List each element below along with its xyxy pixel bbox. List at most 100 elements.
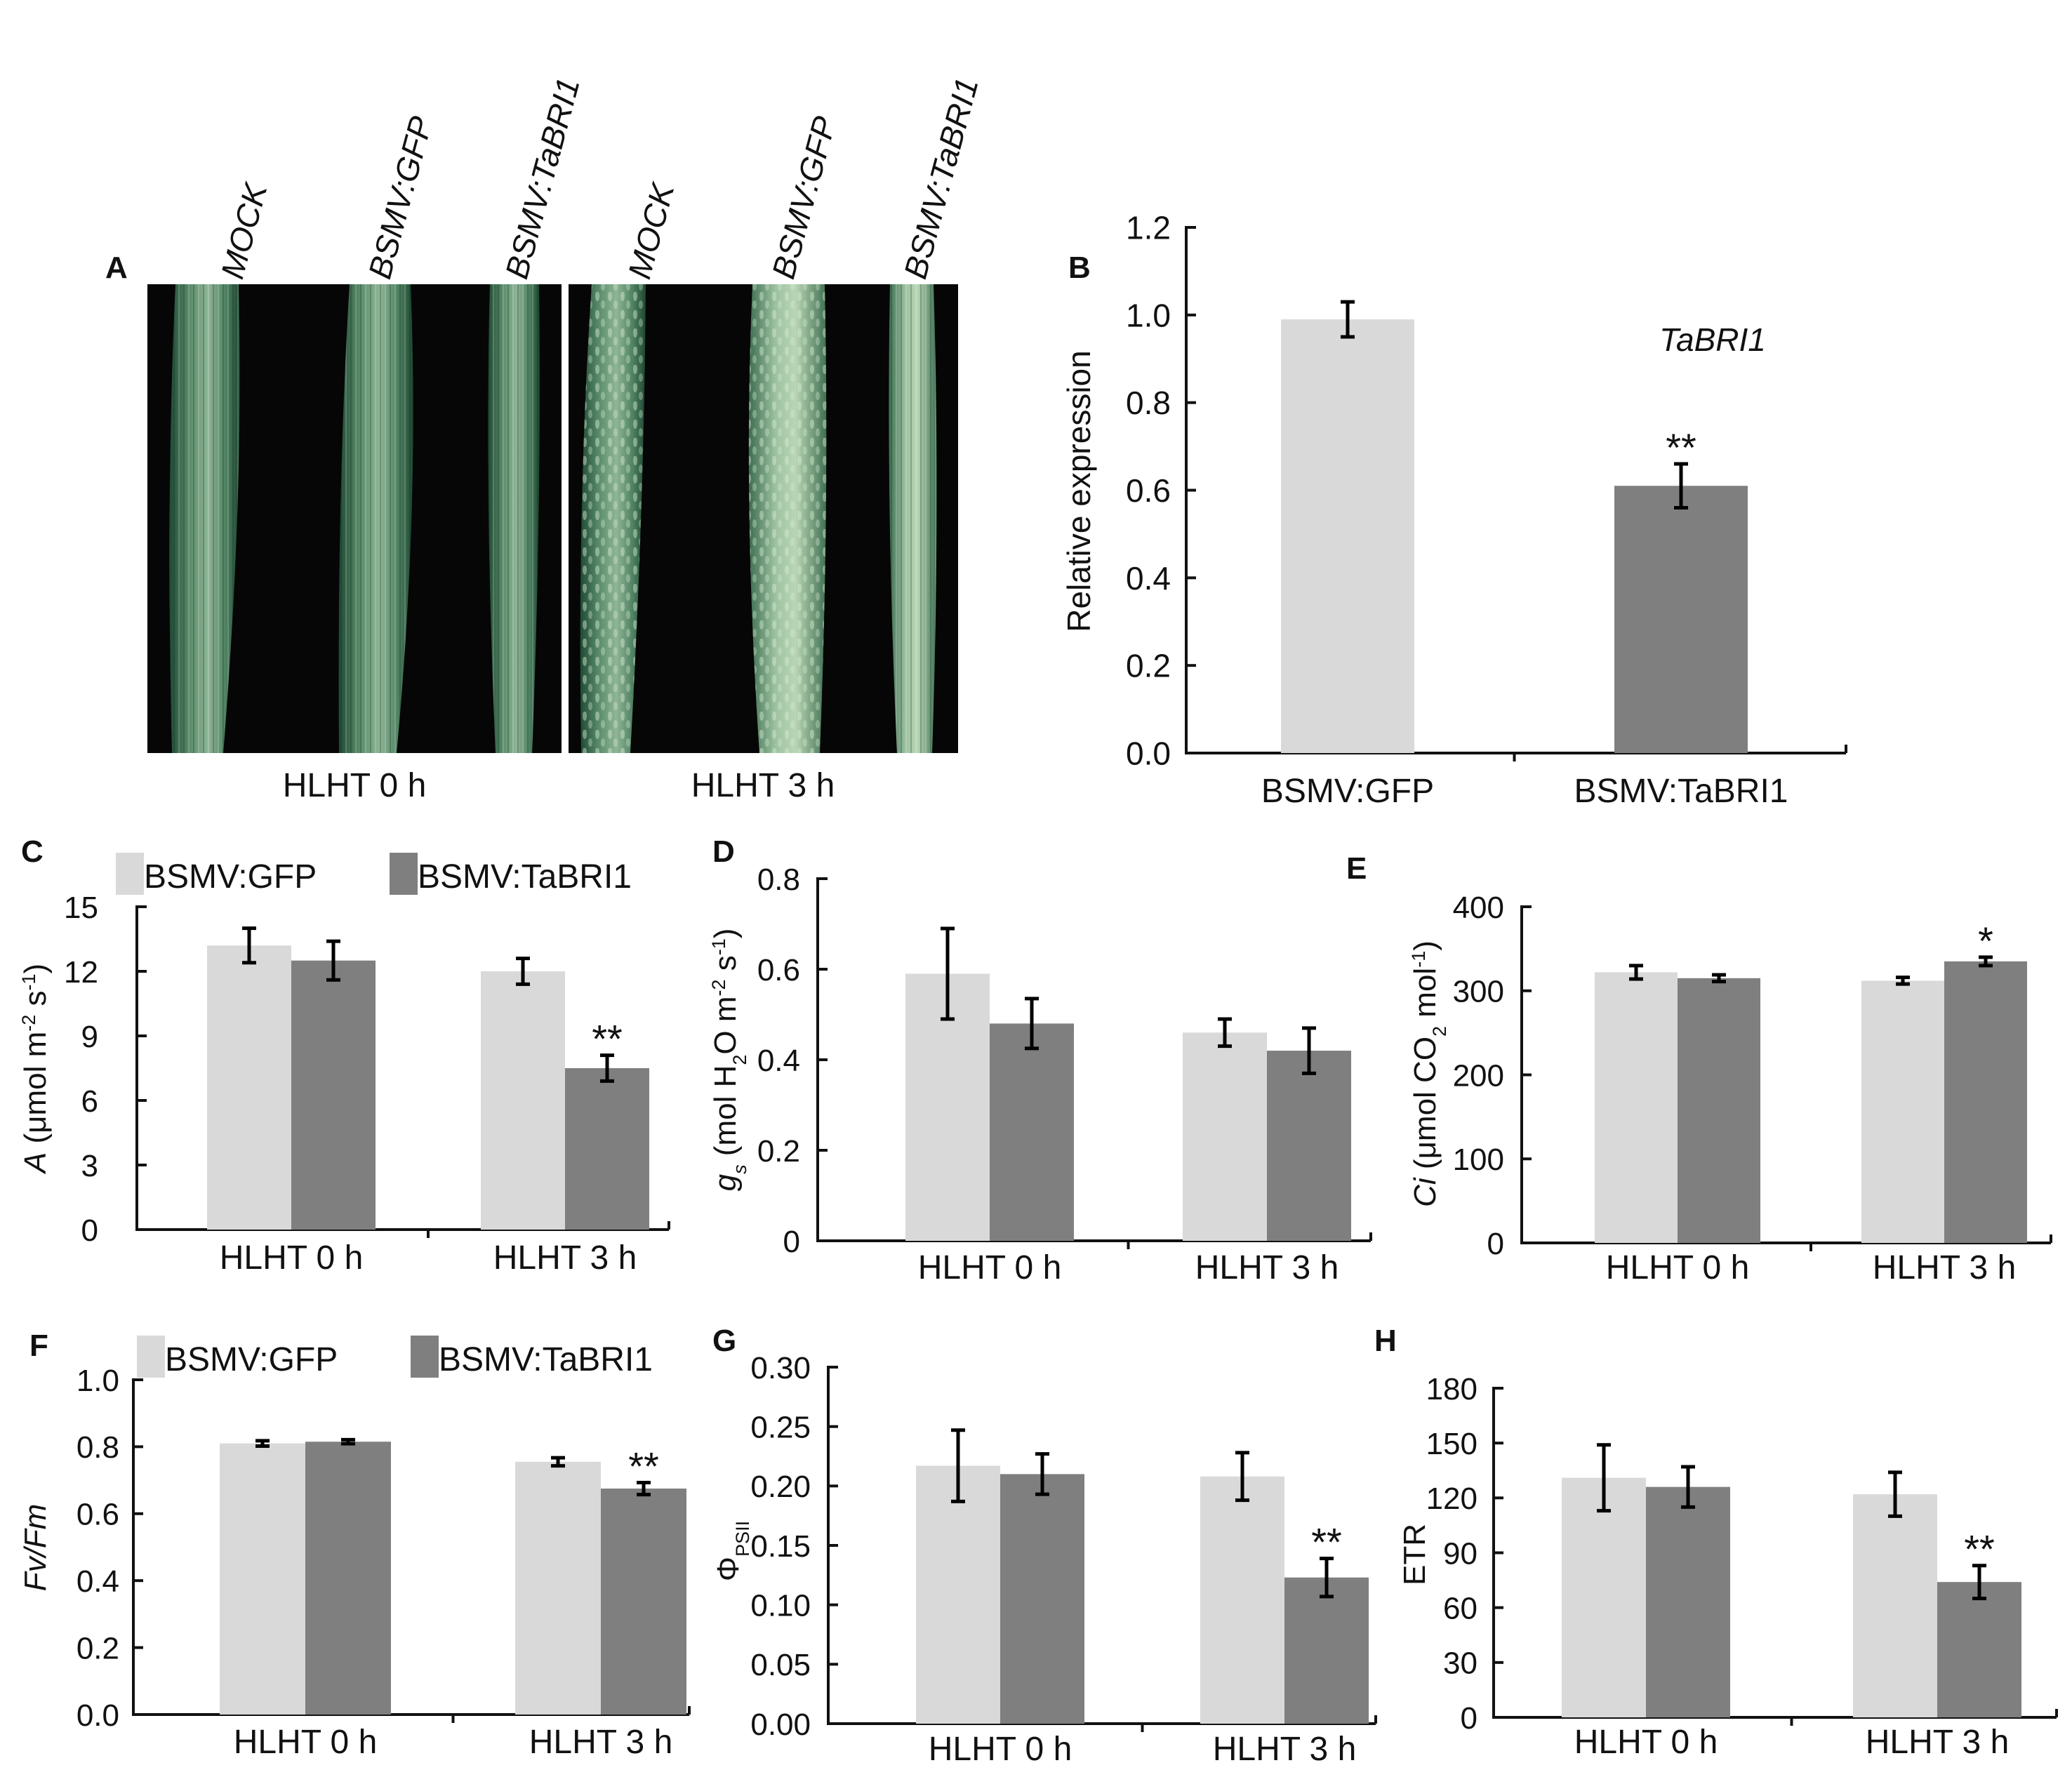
bar-gfp	[1281, 319, 1414, 753]
y-tick-label: 0.4	[757, 1044, 800, 1078]
y-axis-label: A (μmol m-2 s-1)	[18, 964, 53, 1175]
y-tick-label: 0	[1461, 1701, 1477, 1736]
y-tick-label: 0	[1487, 1227, 1504, 1261]
bar-tabri1	[1678, 978, 1760, 1243]
leaf-gfp-0h	[338, 284, 413, 753]
y-tick-label: 0.8	[1126, 385, 1171, 421]
bar-gfp	[207, 945, 291, 1230]
y-tick-label: 12	[64, 955, 98, 990]
bar-tabri1	[990, 1023, 1074, 1241]
bar-tabri1	[1267, 1051, 1351, 1241]
y-tick-label: 0	[81, 1213, 98, 1248]
y-tick-label: 0.8	[77, 1430, 119, 1465]
x-tick-label: HLHT 3 h	[493, 1239, 637, 1277]
y-tick-label: 150	[1426, 1427, 1477, 1461]
x-tick-label: HLHT 0 h	[234, 1724, 378, 1761]
column-label: BSMV:TaBRI1	[498, 74, 586, 282]
x-tick-label: HLHT 3 h	[529, 1724, 673, 1761]
y-tick-label: 0.4	[77, 1564, 119, 1599]
panel-letter-d: D	[712, 834, 735, 869]
legend: BSMV:GFP BSMV:TaBRI1	[137, 1336, 653, 1378]
y-tick-label: 0	[783, 1225, 800, 1259]
legend-label: BSMV:GFP	[144, 858, 317, 896]
legend-swatch	[411, 1336, 439, 1378]
panel-b: B 0.0 0.2 0.4 0.6 0.8 1.0 1.2 Relative expressio…	[1061, 210, 1847, 810]
column-label: MOCK	[620, 178, 682, 283]
panel-letter-e: E	[1346, 851, 1367, 886]
x-tick-label: HLHT 0 h	[1574, 1724, 1718, 1761]
x-tick-label: HLHT 3 h	[1213, 1731, 1357, 1768]
panel-letter-b: B	[1068, 251, 1091, 285]
y-tick-label: 0.6	[77, 1498, 119, 1532]
y-tick-label: 1.0	[77, 1364, 119, 1398]
y-tick-label: 1.0	[1126, 297, 1171, 333]
x-tick-label: HLHT 3 h	[1873, 1249, 2017, 1286]
y-tick-label: 0.10	[750, 1589, 811, 1623]
x-tick-label: HLHT 3 h	[1866, 1724, 2010, 1761]
legend-label: BSMV:GFP	[165, 1341, 338, 1378]
x-tick-label: BSMV:TaBRI1	[1574, 773, 1788, 810]
bar-gfp	[1595, 972, 1678, 1243]
y-axis-label: ETR	[1397, 1524, 1432, 1585]
y-tick-label: 100	[1453, 1143, 1504, 1177]
significance-label: **	[1311, 1520, 1342, 1564]
leaf-tabri1-0h	[488, 284, 540, 753]
y-tick-label: 0.15	[750, 1529, 811, 1564]
gene-annotation: TaBRI1	[1659, 321, 1766, 358]
photo-caption: HLHT 0 h	[283, 767, 427, 804]
y-tick-label: 200	[1453, 1058, 1504, 1093]
bar-gfp	[1562, 1477, 1646, 1717]
y-tick-label: 3	[81, 1149, 98, 1183]
y-tick-label: 6	[81, 1084, 98, 1119]
y-tick-label: 90	[1443, 1536, 1477, 1571]
bar-gfp	[1853, 1494, 1937, 1717]
legend: BSMV:GFP BSMV:TaBRI1	[116, 853, 632, 896]
y-axis-label: ΦPSII	[711, 1521, 753, 1581]
photo-caption: HLHT 3 h	[691, 767, 835, 804]
y-tick-label: 300	[1453, 975, 1504, 1009]
significance-label: **	[1666, 425, 1696, 470]
x-tick-label: HLHT 0 h	[1606, 1249, 1750, 1286]
bar-tabri1	[305, 1442, 391, 1715]
panel-c: C 0 3 6 9 12 15 A (μmol m-2 s-1) HLHT 0 h HLHT 3 …	[18, 834, 670, 1277]
bar-tabri1	[1944, 961, 2027, 1243]
significance-label: **	[592, 1017, 623, 1061]
legend-label: BSMV:TaBRI1	[418, 858, 632, 896]
y-tick-label: 30	[1443, 1646, 1477, 1681]
x-tick-label: BSMV:GFP	[1261, 773, 1434, 810]
panel-a: A MOCK BSMV:GFP BSMV	[105, 74, 985, 804]
bar-gfp	[220, 1443, 305, 1715]
column-label: BSMV:GFP	[764, 112, 843, 283]
bar-tabri1	[1284, 1577, 1369, 1724]
column-label: BSMV:GFP	[361, 112, 439, 283]
y-tick-label: 0.6	[1126, 472, 1171, 509]
bar-gfp	[481, 971, 565, 1230]
bar-gfp	[916, 1465, 1000, 1724]
leaf-mock-3h	[580, 284, 646, 753]
bar-tabri1	[1646, 1486, 1730, 1717]
y-axis-label: Ci (μmol CO2 mol-1)	[1408, 940, 1450, 1207]
bar-tabri1	[601, 1489, 686, 1715]
bar-gfp	[1200, 1476, 1284, 1724]
panel-letter-g: G	[712, 1324, 736, 1358]
y-tick-label: 0.8	[757, 863, 800, 897]
x-tick-label: HLHT 3 h	[1195, 1249, 1339, 1286]
y-tick-label: 15	[64, 891, 98, 925]
bar-gfp	[1861, 980, 1944, 1243]
legend-swatch	[390, 853, 418, 895]
y-tick-label: 1.2	[1126, 210, 1171, 246]
bar-tabri1	[291, 960, 376, 1230]
panel-letter-a: A	[105, 251, 128, 285]
legend-swatch	[116, 853, 144, 895]
bar-gfp	[515, 1461, 601, 1715]
y-tick-label: 60	[1443, 1592, 1477, 1626]
leaf-mock-0h	[169, 284, 240, 753]
y-tick-label: 9	[81, 1020, 98, 1054]
y-tick-label: 120	[1426, 1482, 1477, 1516]
x-tick-label: HLHT 0 h	[220, 1239, 364, 1277]
significance-label: **	[628, 1444, 659, 1488]
y-tick-label: 180	[1426, 1372, 1477, 1406]
legend-label: BSMV:TaBRI1	[439, 1341, 653, 1378]
